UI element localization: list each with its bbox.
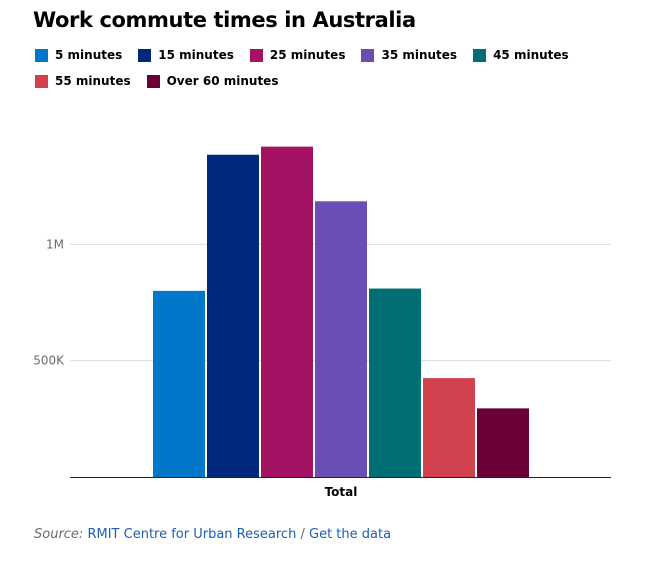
- legend-item: 55 minutes: [35, 72, 131, 90]
- bar: [153, 290, 205, 477]
- legend-item: 45 minutes: [473, 46, 569, 64]
- legend-label: 45 minutes: [493, 48, 569, 62]
- legend-swatch: [361, 48, 375, 62]
- legend-item: 35 minutes: [361, 46, 457, 64]
- legend-label: 5 minutes: [55, 48, 123, 62]
- legend-swatch: [249, 48, 263, 62]
- bar-chart: 500K 1M Total: [33, 146, 611, 499]
- bar: [477, 408, 529, 477]
- legend-swatch: [35, 48, 48, 62]
- legend-label: 25 minutes: [269, 48, 346, 62]
- get-data-link[interactable]: Get the data: [309, 527, 392, 542]
- bar: [369, 288, 421, 477]
- bar: [261, 146, 313, 477]
- legend-swatch: [138, 48, 152, 62]
- legend-label: 55 minutes: [55, 74, 131, 88]
- source-separator: /: [300, 527, 305, 542]
- legend-label: 15 minutes: [158, 48, 234, 62]
- source-org-link[interactable]: RMIT Centre for Urban Research: [87, 527, 297, 542]
- legend-item: 25 minutes: [249, 46, 346, 64]
- legend-label: Over 60 minutes: [166, 74, 279, 88]
- legend-label: 35 minutes: [381, 48, 458, 62]
- bar: [207, 154, 259, 478]
- legend-swatch: [473, 48, 487, 62]
- chart-title: Work commute times in Australia: [33, 8, 416, 32]
- legend-item: 5 minutes: [35, 46, 122, 64]
- legend-swatch: [35, 74, 48, 88]
- source-label: Source:: [34, 527, 84, 542]
- source-line: Source: RMIT Centre for Urban Research /…: [34, 527, 391, 542]
- y-tick-label: 500K: [33, 354, 65, 368]
- x-category-label: Total: [325, 485, 358, 499]
- legend: 5 minutes 15 minutes 25 minutes 35 minutes 4…: [35, 46, 635, 90]
- y-tick-label: 1M: [46, 237, 64, 251]
- legend-item: Over 60 minutes: [146, 72, 279, 90]
- legend-item: 15 minutes: [138, 46, 234, 64]
- bar: [315, 201, 367, 478]
- legend-swatch: [146, 74, 160, 88]
- bar: [423, 378, 475, 477]
